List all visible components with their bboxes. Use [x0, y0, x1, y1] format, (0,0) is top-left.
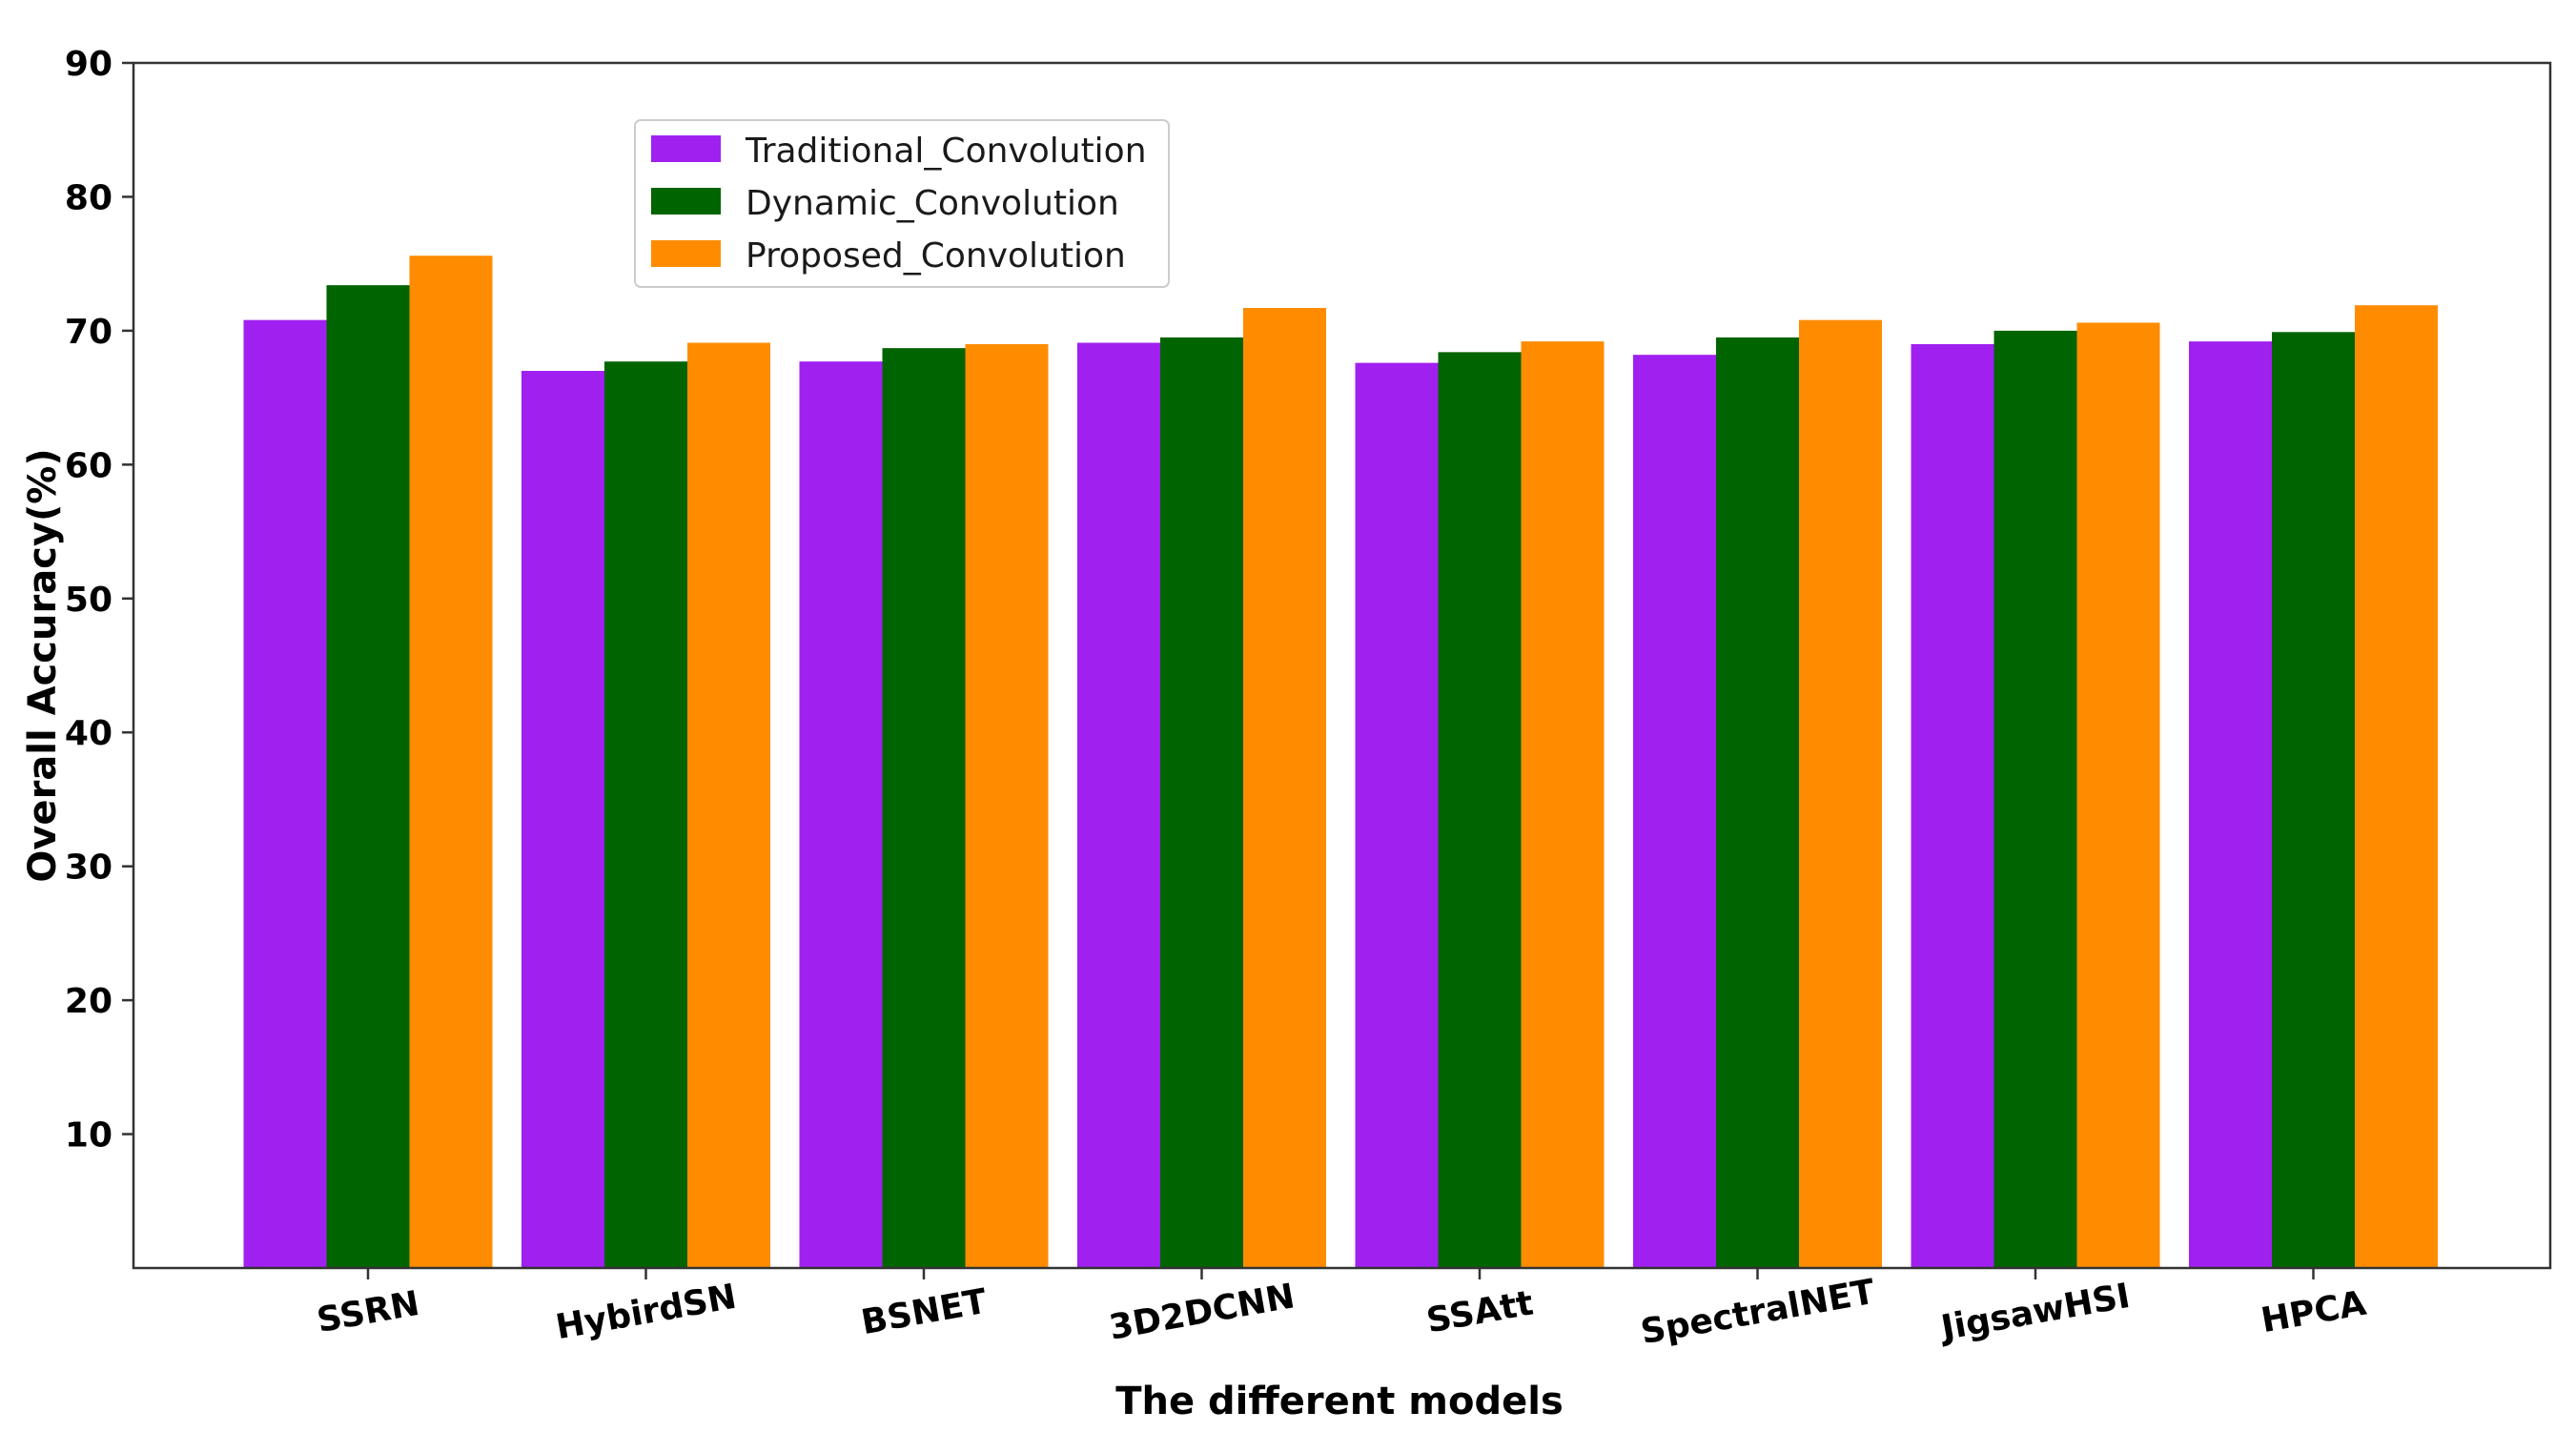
bar-Traditional_Convolution-3D2DCNN	[1077, 342, 1160, 1268]
x-tick-label: JigsawHSI	[1935, 1277, 2133, 1349]
legend-swatch	[651, 240, 721, 267]
x-tick-label: 3D2DCNN	[1106, 1277, 1298, 1348]
x-tick-label: BSNET	[858, 1282, 990, 1342]
bar-Traditional_Convolution-SSRN	[243, 319, 327, 1268]
y-tick-label: 10	[65, 1116, 112, 1156]
x-axis: SSRN HybirdSN BSNET 3D2DCNN SSAtt SpectralNET…	[314, 1268, 2369, 1352]
legend-label: Proposed_Convolution	[746, 236, 1126, 276]
legend: Traditional_Convolution Dynamic_Convoluti…	[634, 119, 1170, 288]
bar-Traditional_Convolution-BSNET	[799, 361, 883, 1268]
y-tick-label: 40	[65, 714, 112, 753]
y-tick-label: 80	[65, 178, 112, 217]
legend-box	[634, 119, 1170, 288]
bar-Proposed_Convolution-HybirdSN	[687, 342, 770, 1268]
bar-Dynamic_Convolution-3D2DCNN	[1160, 337, 1243, 1268]
bar-Traditional_Convolution-HPCA	[2189, 341, 2272, 1268]
legend-label: Traditional_Convolution	[745, 132, 1147, 171]
bar-Dynamic_Convolution-JigsawHSI	[1993, 330, 2077, 1268]
y-tick-label: 60	[65, 446, 112, 485]
legend-label: Dynamic_Convolution	[746, 184, 1119, 223]
bar-Proposed_Convolution-JigsawHSI	[2076, 322, 2160, 1269]
x-axis-title: The different models	[1115, 1380, 1564, 1423]
x-tick-label: HPCA	[2259, 1284, 2369, 1341]
bar-Traditional_Convolution-HybirdSN	[521, 371, 604, 1268]
x-tick-label: SSAtt	[1423, 1284, 1536, 1341]
y-tick-label: 20	[65, 982, 112, 1021]
bar-Traditional_Convolution-SSAtt	[1355, 362, 1439, 1269]
bar-Traditional_Convolution-SpectralNET	[1633, 355, 1716, 1268]
x-tick-label: SSRN	[314, 1284, 422, 1340]
bar-Dynamic_Convolution-BSNET	[882, 348, 966, 1268]
legend-swatch	[651, 135, 721, 162]
bar-Dynamic_Convolution-HPCA	[2272, 332, 2355, 1268]
bar-Proposed_Convolution-3D2DCNN	[1243, 308, 1326, 1268]
bar-Proposed_Convolution-SSAtt	[1521, 341, 1605, 1268]
legend-swatch	[651, 188, 721, 215]
y-tick-label: 90	[65, 45, 112, 84]
bar-Dynamic_Convolution-SpectralNET	[1716, 337, 1799, 1268]
bar-Dynamic_Convolution-SSAtt	[1438, 352, 1522, 1268]
x-tick-label: HybirdSN	[553, 1278, 740, 1348]
x-tick-label: SpectralNET	[1638, 1273, 1878, 1353]
bars-group	[243, 256, 2438, 1269]
bar-Proposed_Convolution-HPCA	[2355, 305, 2438, 1268]
bar-Traditional_Convolution-JigsawHSI	[1911, 343, 1994, 1268]
bar-Proposed_Convolution-SpectralNET	[1799, 319, 1882, 1268]
y-axis-title: Overall Accuracy(%)	[21, 448, 65, 882]
bar-Proposed_Convolution-SSRN	[409, 256, 493, 1268]
y-tick-label: 30	[65, 849, 112, 888]
bar-Dynamic_Convolution-HybirdSN	[604, 361, 687, 1268]
bar-Dynamic_Convolution-SSRN	[326, 285, 410, 1268]
plot-frame	[132, 61, 2552, 1270]
y-axis: 10 20 30 40 50 60 70 80 90	[65, 45, 133, 1156]
y-tick-label: 70	[65, 313, 112, 352]
bar-Proposed_Convolution-BSNET	[965, 343, 1049, 1268]
y-tick-label: 50	[65, 581, 112, 620]
